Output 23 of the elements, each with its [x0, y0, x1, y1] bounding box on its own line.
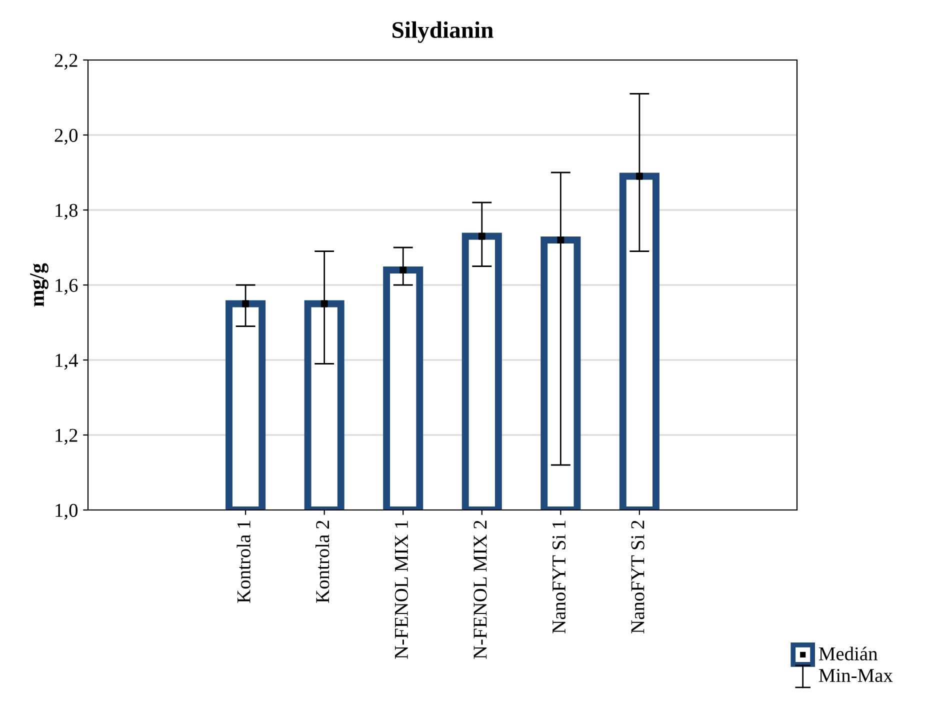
x-tick-label: Kontrola 2 [316, 520, 330, 603]
point [478, 232, 486, 240]
y-tick-label: 1,4 [56, 354, 78, 370]
x-tick-label: N-FENOL MIX 2 [474, 520, 487, 659]
x-tick-label: NanoFYT Si 2 [631, 520, 644, 634]
x-tick-label: Kontrola 1 [236, 520, 250, 603]
point [242, 300, 250, 308]
x-tick-label: N-FENOL MIX 1 [394, 520, 408, 659]
point [636, 172, 643, 180]
chart-title: Silydianin [392, 21, 494, 43]
y-tick-label: 1,2 [56, 428, 78, 445]
y-axis-title: mg/g [30, 263, 48, 306]
point [400, 266, 407, 274]
text: Min-Max [818, 668, 893, 682]
y-tick-label: 1,8 [56, 204, 78, 220]
x-tick-label: NanoFYT Si 1 [552, 520, 566, 634]
point [557, 236, 564, 244]
point [320, 300, 328, 308]
legend-label: Medián [818, 646, 878, 660]
y-tick-label: 2,0 [54, 128, 78, 145]
y-tick-label: 1,0 [56, 504, 78, 520]
y-tick-label: 1,6 [56, 278, 78, 295]
y-tick-label: 2,2 [54, 54, 78, 70]
